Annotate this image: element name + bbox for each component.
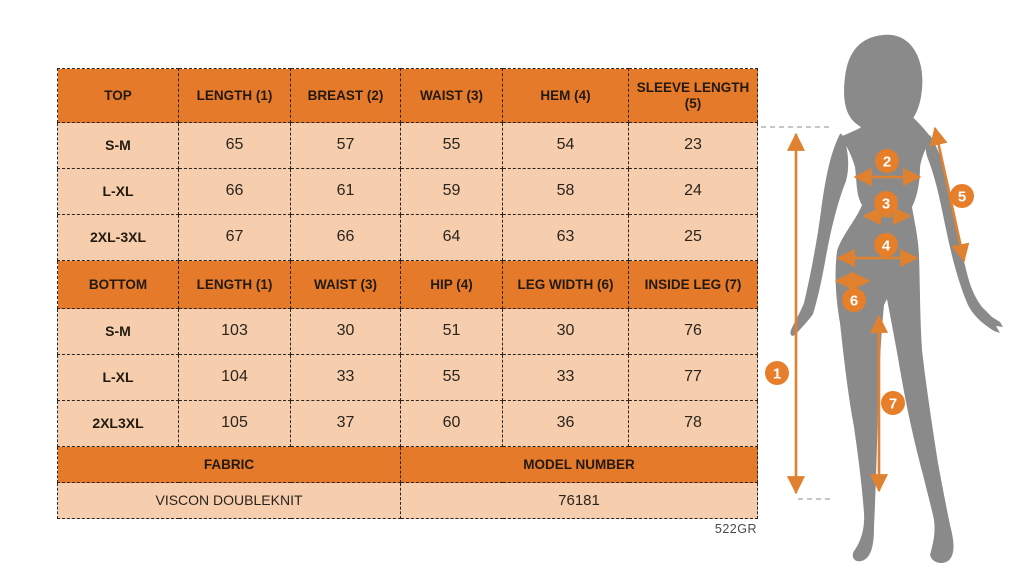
col-header: WAIST (3) — [400, 68, 503, 123]
model-number-header: MODEL NUMBER — [400, 446, 758, 483]
col-header: SLEEVE LENGTH (5) — [628, 68, 758, 123]
table-row: L-XL 66 61 59 58 24 — [57, 168, 758, 215]
fabric-header-row: FABRIC MODEL NUMBER — [57, 446, 758, 483]
measurement-value: 67 — [178, 214, 291, 261]
size-label: 2XL3XL — [57, 400, 179, 447]
bottom-header-row: BOTTOM LENGTH (1) WAIST (3) HIP (4) LEG … — [57, 260, 758, 309]
marker-number: 5 — [958, 189, 966, 206]
measurement-value: 25 — [628, 214, 758, 261]
measurement-value: 58 — [502, 168, 629, 215]
marker-number: 2 — [883, 154, 891, 171]
col-header: WAIST (3) — [290, 260, 401, 309]
fabric-value: VISCON DOUBLEKNIT — [57, 482, 401, 519]
measurement-value: 60 — [400, 400, 503, 447]
table-row: 2XL3XL 105 37 60 36 78 — [57, 400, 758, 447]
marker-badges: 1 2 3 4 5 6 7 — [765, 149, 974, 415]
measurement-value: 30 — [502, 308, 629, 355]
measurement-value: 104 — [178, 354, 291, 401]
col-header: LEG WIDTH (6) — [502, 260, 629, 309]
reference-dashed-lines — [761, 126, 834, 500]
table-row: 2XL-3XL 67 66 64 63 25 — [57, 214, 758, 261]
measurement-value: 65 — [178, 122, 291, 169]
size-chart-table: TOP LENGTH (1) BREAST (2) WAIST (3) HEM … — [57, 68, 758, 519]
col-header: BOTTOM — [57, 260, 179, 309]
measurement-value: 36 — [502, 400, 629, 447]
marker-number: 3 — [882, 196, 890, 213]
measurement-value: 61 — [290, 168, 401, 215]
measurement-value: 63 — [502, 214, 629, 261]
woman-silhouette — [790, 34, 1003, 564]
measurement-value: 103 — [178, 308, 291, 355]
marker-number: 7 — [889, 396, 897, 413]
measurement-value: 57 — [290, 122, 401, 169]
measurement-value: 66 — [178, 168, 291, 215]
measurement-arrows — [786, 126, 970, 495]
size-chart: TOP LENGTH (1) BREAST (2) WAIST (3) HEM … — [57, 68, 758, 519]
measurement-value: 64 — [400, 214, 503, 261]
col-header: BREAST (2) — [290, 68, 401, 123]
measurement-value: 77 — [628, 354, 758, 401]
measurement-value: 55 — [400, 122, 503, 169]
table-row: S-M 103 30 51 30 76 — [57, 308, 758, 355]
measurement-value: 105 — [178, 400, 291, 447]
marker-badge-6: 6 — [842, 288, 866, 312]
measurement-value: 33 — [502, 354, 629, 401]
measurement-value: 33 — [290, 354, 401, 401]
col-header: TOP — [57, 68, 179, 123]
style-code: 522GR — [714, 522, 757, 536]
marker-number: 4 — [882, 238, 891, 255]
col-header: HEM (4) — [502, 68, 629, 123]
col-header: LENGTH (1) — [178, 68, 291, 123]
measurement-value: 78 — [628, 400, 758, 447]
sleeve-arrow-5 — [929, 126, 970, 263]
fabric-header: FABRIC — [57, 446, 401, 483]
measurement-value: 55 — [400, 354, 503, 401]
table-row: L-XL 104 33 55 33 77 — [57, 354, 758, 401]
marker-badge-4: 4 — [874, 233, 898, 257]
marker-number: 1 — [773, 366, 781, 383]
measurement-value: 59 — [400, 168, 503, 215]
marker-number: 6 — [850, 293, 858, 310]
measurement-figure: 1 2 3 4 5 6 7 — [760, 15, 1024, 571]
measurement-value: 30 — [290, 308, 401, 355]
model-number-value: 76181 — [400, 482, 758, 519]
marker-badge-5: 5 — [950, 184, 974, 208]
measurement-value: 54 — [502, 122, 629, 169]
col-header: INSIDE LEG (7) — [628, 260, 758, 309]
measurement-value: 23 — [628, 122, 758, 169]
body-silhouette-diagram: 1 2 3 4 5 6 7 — [761, 34, 1003, 564]
top-header-row: TOP LENGTH (1) BREAST (2) WAIST (3) HEM … — [57, 68, 758, 123]
marker-badge-1: 1 — [765, 361, 789, 385]
marker-badge-3: 3 — [874, 191, 898, 215]
measurement-value: 24 — [628, 168, 758, 215]
measurement-value: 76 — [628, 308, 758, 355]
marker-badge-7: 7 — [881, 391, 905, 415]
col-header: LENGTH (1) — [178, 260, 291, 309]
fabric-value-row: VISCON DOUBLEKNIT 76181 — [57, 482, 758, 519]
col-header: HIP (4) — [400, 260, 503, 309]
marker-badge-2: 2 — [875, 149, 899, 173]
size-label: L-XL — [57, 168, 179, 215]
size-label: L-XL — [57, 354, 179, 401]
size-label: S-M — [57, 308, 179, 355]
measurement-value: 66 — [290, 214, 401, 261]
measurement-value: 37 — [290, 400, 401, 447]
size-label: S-M — [57, 122, 179, 169]
measurement-value: 51 — [400, 308, 503, 355]
size-label: 2XL-3XL — [57, 214, 179, 261]
table-row: S-M 65 57 55 54 23 — [57, 122, 758, 169]
